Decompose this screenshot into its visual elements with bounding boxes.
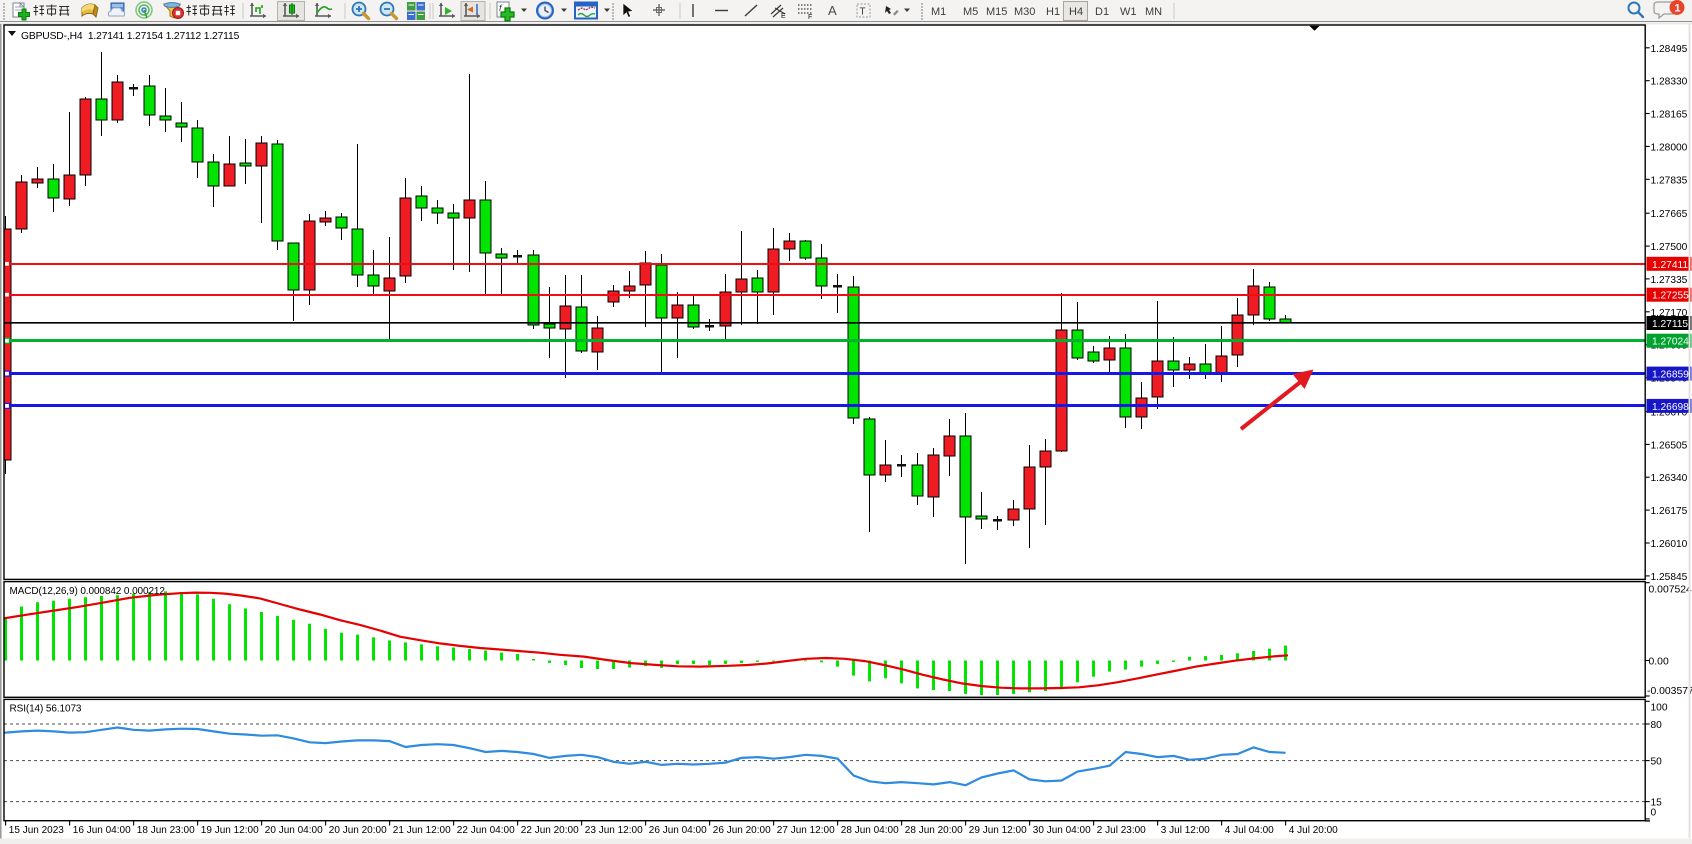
svg-text:T: T [860, 7, 866, 18]
svg-text:H4: H4 [1069, 6, 1083, 18]
svg-text:1.27255: 1.27255 [1652, 291, 1689, 302]
svg-text:1.27500: 1.27500 [1651, 242, 1688, 253]
svg-text:M15: M15 [986, 6, 1007, 18]
svg-text:1.26670: 1.26670 [1651, 408, 1688, 419]
svg-text:27 Jun 12:00: 27 Jun 12:00 [777, 825, 835, 836]
svg-text:MACD(12,26,9) 0.000842 0.00021: MACD(12,26,9) 0.000842 0.000212 [10, 586, 166, 597]
svg-text:1.27115: 1.27115 [1652, 319, 1688, 330]
svg-text:1.28495: 1.28495 [1651, 44, 1688, 55]
svg-text:D1: D1 [1095, 6, 1109, 18]
svg-text:0.007524: 0.007524 [1649, 584, 1692, 595]
svg-text:M5: M5 [963, 6, 978, 18]
svg-text:1.27335: 1.27335 [1651, 275, 1688, 286]
svg-text:1.26010: 1.26010 [1651, 539, 1688, 550]
svg-text:50: 50 [1651, 757, 1663, 768]
svg-text:29 Jun 12:00: 29 Jun 12:00 [969, 825, 1027, 836]
svg-text:22 Jun 20:00: 22 Jun 20:00 [521, 825, 579, 836]
svg-text:20 Jun 04:00: 20 Jun 04:00 [265, 825, 323, 836]
svg-text:80: 80 [1651, 720, 1663, 731]
svg-text:1.26175: 1.26175 [1651, 506, 1688, 517]
svg-text:-0.003577: -0.003577 [1647, 686, 1692, 697]
svg-text:W1: W1 [1120, 6, 1137, 18]
svg-text:3 Jul 12:00: 3 Jul 12:00 [1161, 825, 1210, 836]
svg-text:RSI(14) 56.1073: RSI(14) 56.1073 [10, 704, 82, 715]
svg-text:f: f [499, 3, 503, 13]
svg-text:23 Jun 12:00: 23 Jun 12:00 [585, 825, 643, 836]
svg-text:16 Jun 04:00: 16 Jun 04:00 [73, 825, 131, 836]
svg-text:1.26505: 1.26505 [1651, 440, 1688, 451]
svg-text:A: A [828, 3, 837, 18]
svg-text:1.27170: 1.27170 [1651, 308, 1688, 319]
svg-text:100: 100 [1651, 703, 1668, 714]
svg-text:1.26340: 1.26340 [1651, 473, 1688, 484]
svg-text:1.28330: 1.28330 [1651, 77, 1688, 88]
svg-text:E: E [781, 13, 786, 20]
svg-text:2 Jul 23:00: 2 Jul 23:00 [1097, 825, 1146, 836]
svg-text:1.27665: 1.27665 [1651, 209, 1688, 220]
svg-text:F: F [808, 14, 812, 21]
svg-text:0: 0 [1651, 808, 1657, 819]
svg-text:MN: MN [1145, 6, 1162, 18]
svg-text:1.26698: 1.26698 [1652, 402, 1689, 413]
svg-text:20 Jun 20:00: 20 Jun 20:00 [329, 825, 387, 836]
svg-text:28 Jun 20:00: 28 Jun 20:00 [905, 825, 963, 836]
svg-text:22 Jun 04:00: 22 Jun 04:00 [457, 825, 515, 836]
svg-text:1.27024: 1.27024 [1652, 337, 1689, 348]
svg-text:1.25845: 1.25845 [1651, 572, 1688, 583]
svg-text:30 Jun 04:00: 30 Jun 04:00 [1033, 825, 1091, 836]
svg-text:19 Jun 12:00: 19 Jun 12:00 [201, 825, 259, 836]
svg-text:1.28000: 1.28000 [1651, 142, 1688, 153]
svg-text:15 Jun 2023: 15 Jun 2023 [9, 825, 64, 836]
svg-text:0.00: 0.00 [1649, 657, 1669, 668]
svg-text:1.27835: 1.27835 [1651, 175, 1688, 186]
svg-text:15: 15 [1651, 798, 1663, 809]
svg-text:GBPUSD-,H4 1.27141 1.27154 1.: GBPUSD-,H4 1.27141 1.27154 1.27112 1.271… [21, 31, 240, 42]
svg-text:1: 1 [1674, 3, 1680, 15]
svg-text:28 Jun 04:00: 28 Jun 04:00 [841, 825, 899, 836]
svg-text:26 Jun 20:00: 26 Jun 20:00 [713, 825, 771, 836]
svg-text:1.27411: 1.27411 [1652, 260, 1688, 271]
svg-text:1.26859: 1.26859 [1652, 370, 1689, 381]
svg-text:26 Jun 04:00: 26 Jun 04:00 [649, 825, 707, 836]
svg-text:18 Jun 23:00: 18 Jun 23:00 [137, 825, 195, 836]
svg-text:M30: M30 [1014, 6, 1035, 18]
svg-text:M1: M1 [931, 6, 946, 18]
svg-text:4 Jul 20:00: 4 Jul 20:00 [1289, 825, 1338, 836]
svg-text:H1: H1 [1046, 6, 1060, 18]
svg-text:1.28165: 1.28165 [1651, 110, 1688, 121]
svg-text:21 Jun 12:00: 21 Jun 12:00 [393, 825, 451, 836]
svg-text:4 Jul 04:00: 4 Jul 04:00 [1225, 825, 1274, 836]
